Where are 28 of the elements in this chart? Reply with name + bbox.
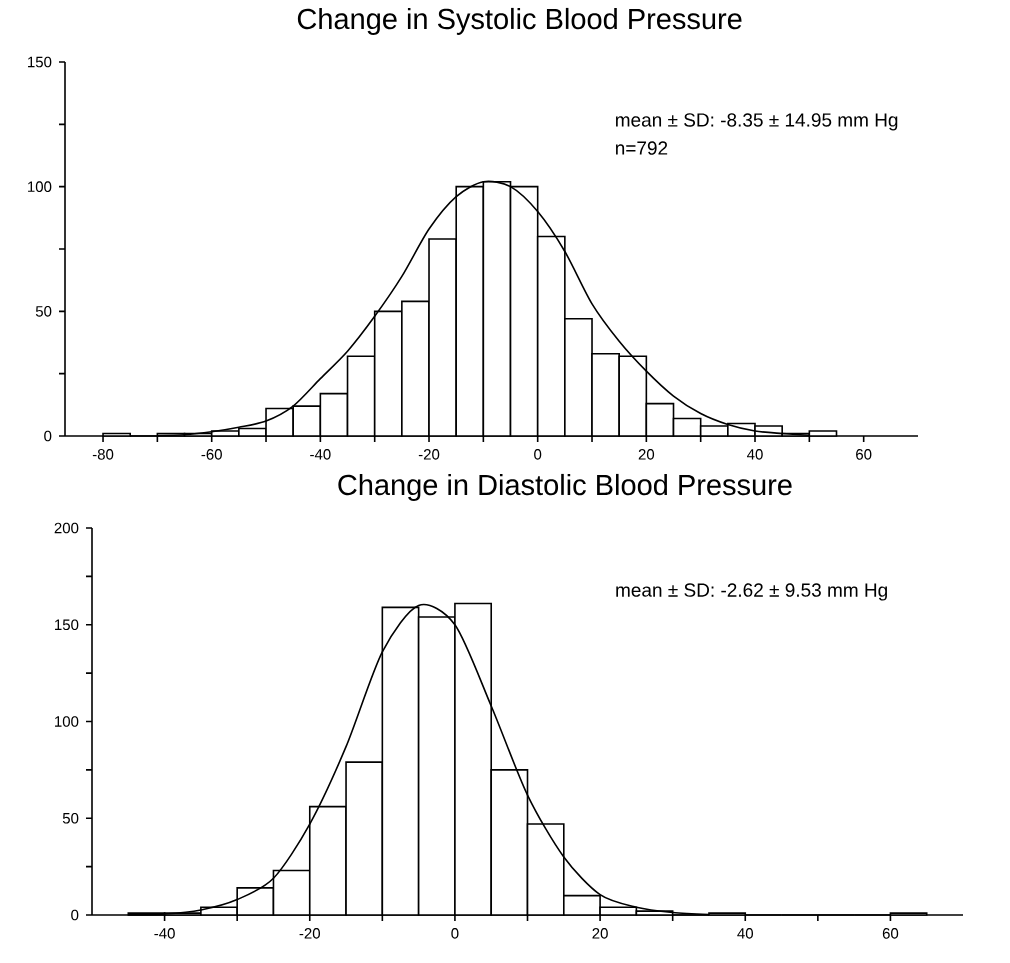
annotation: mean ± SD: -8.35 ± 14.95 mm Hg	[615, 113, 898, 131]
annotation: mean ± SD: -2.62 ± 9.53 mm Hg	[616, 583, 887, 601]
x-tick-label: 40	[737, 928, 754, 939]
x-tick-label: 40	[747, 449, 763, 460]
x-tick-label: -40	[154, 928, 175, 939]
x-tick-label: -20	[299, 928, 320, 939]
x-tick-label: 60	[882, 928, 899, 939]
y-tick-label: 100	[55, 716, 79, 727]
y-tick-label: 50	[35, 306, 52, 317]
chart-title: Change in Systolic Blood Pressure	[297, 7, 742, 35]
x-tick-label: -40	[310, 449, 331, 460]
x-tick-label: 0	[451, 928, 459, 939]
y-tick-label: 0	[71, 909, 79, 921]
x-tick-label: 20	[638, 449, 655, 460]
x-tick-label: -80	[92, 449, 114, 460]
x-tick-label: -20	[418, 449, 440, 460]
y-tick-label: 200	[54, 522, 79, 534]
y-tick-label: 50	[62, 812, 79, 824]
x-tick-label: 60	[856, 449, 872, 460]
annotation: n=792	[615, 141, 668, 155]
x-tick-label: -60	[201, 449, 222, 460]
x-tick-label: 0	[534, 449, 542, 460]
y-tick-label: 0	[44, 430, 52, 442]
chart-title: Change in Diastolic Blood Pressure	[338, 473, 792, 501]
x-tick-label: 20	[592, 928, 608, 939]
y-tick-label: 150	[55, 619, 79, 631]
y-tick-label: 100	[28, 181, 52, 192]
y-tick-label: 150	[28, 56, 52, 68]
